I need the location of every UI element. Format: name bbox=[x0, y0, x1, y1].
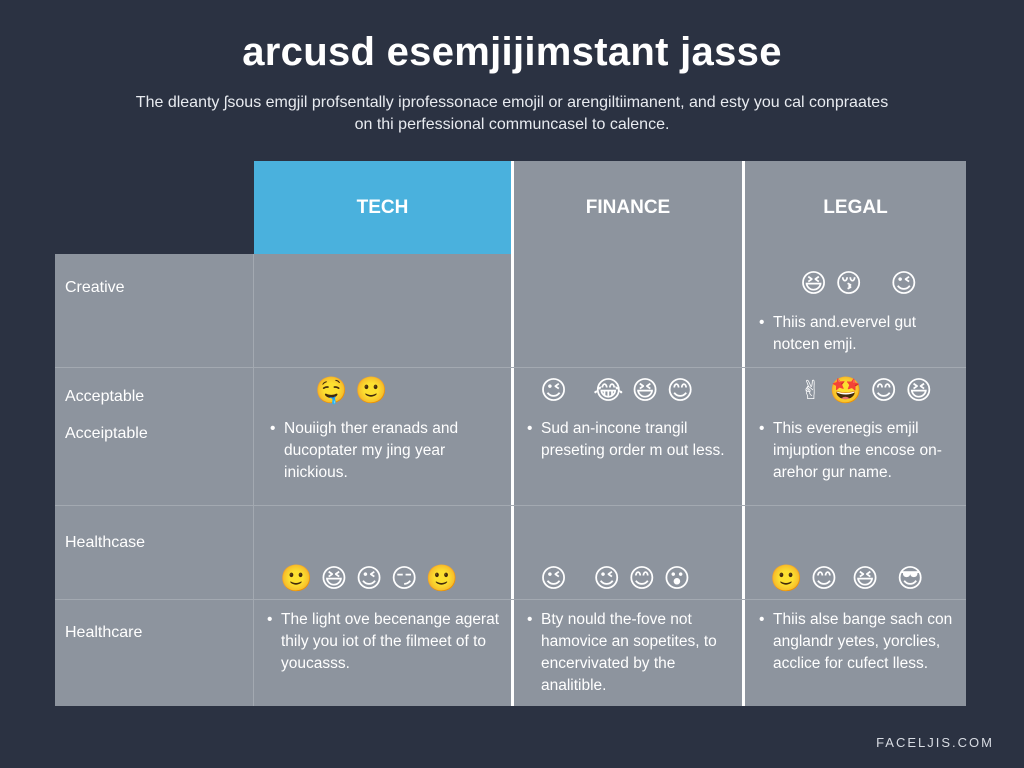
emoji-icon: 😆 bbox=[851, 564, 879, 594]
emoji-group: 🙂 😆 😉 😏 🙂 bbox=[280, 564, 458, 594]
cell-note: Thiis and.evervel gut notcen emji. bbox=[757, 312, 957, 356]
emoji-group: 🙂 😊 😆 😎 bbox=[770, 564, 924, 594]
cell-note: Sud an-incone trangil preseting order m … bbox=[525, 418, 737, 462]
emoji-icon: 😊 bbox=[870, 376, 898, 406]
row-divider bbox=[55, 599, 966, 600]
emoji-icon: 🤩 bbox=[829, 376, 863, 406]
emoji-group: 😉 😂 😆 😊 bbox=[540, 376, 694, 406]
row-divider bbox=[55, 367, 966, 368]
emoji-icon: 😎 bbox=[896, 564, 924, 594]
label-column-divider bbox=[253, 254, 254, 706]
emoji-icon: 😆 bbox=[631, 376, 659, 406]
column-divider bbox=[742, 161, 745, 706]
emoji-group: 😆 😚 😉 bbox=[800, 269, 917, 299]
emoji-group: ✌ 🤩 😊 😆 bbox=[800, 376, 932, 406]
page-subtitle: The dleanty ʃsous emgjil profsentally ip… bbox=[135, 94, 889, 133]
emoji-icon: 😉 bbox=[355, 564, 383, 594]
emoji-icon: 🤤 bbox=[315, 376, 348, 406]
emoji-icon: 😆 bbox=[320, 564, 348, 594]
row-label-acceptable-alt: Acceiptable bbox=[65, 425, 148, 442]
cell-note: The light ove becenange agerat thily you… bbox=[265, 609, 505, 675]
emoji-icon: 😊 bbox=[666, 376, 694, 406]
emoji-icon: 😊 bbox=[810, 564, 838, 594]
emoji-icon: 😂 bbox=[593, 376, 624, 406]
cell-note: Nouiigh ther eranads and ducoptater my j… bbox=[268, 418, 503, 484]
emoji-icon: 😉 bbox=[540, 564, 568, 594]
emoji-icon: 🙂 bbox=[770, 564, 803, 594]
emoji-icon: 😆 bbox=[800, 269, 828, 299]
row-label-acceptable: Acceptable bbox=[65, 388, 145, 405]
row-label-healthcase: Healthcase bbox=[65, 534, 146, 551]
row-label-healthcare: Healthcare bbox=[65, 624, 143, 641]
emoji-group: 🤤 🙂 bbox=[315, 376, 388, 406]
column-divider bbox=[511, 161, 514, 706]
emoji-icon: 😉 bbox=[890, 269, 918, 299]
emoji-icon: 🙂 bbox=[355, 376, 388, 406]
emoji-icon: 😚 bbox=[835, 269, 863, 299]
emoji-icon: 😮 bbox=[663, 564, 691, 594]
emoji-group: 😉 😉 😊 😮 bbox=[540, 564, 690, 594]
page-title: arcusd esemjijimstant jasse bbox=[242, 30, 782, 74]
cell-note: Bty nould the-fove not hamovice an sopet… bbox=[525, 609, 737, 697]
emoji-icon: 😏 bbox=[390, 564, 418, 594]
emoji-icon: 😉 bbox=[540, 376, 568, 406]
column-header-finance: FINANCE bbox=[514, 161, 742, 254]
cell-note: This everenegis emjil imjuption the enco… bbox=[757, 418, 962, 484]
cell-note: Thiis alse bange sach con anglandr yetes… bbox=[757, 609, 962, 675]
emoji-icon: 😊 bbox=[628, 564, 656, 594]
row-label-creative: Creative bbox=[65, 279, 125, 296]
row-divider bbox=[55, 505, 966, 506]
watermark: FACELJIS.COM bbox=[876, 735, 994, 750]
column-header-legal: LEGAL bbox=[745, 161, 966, 254]
emoji-icon: 😉 bbox=[593, 564, 621, 594]
column-header-tech: TECH bbox=[254, 161, 511, 254]
emoji-icon: 🙂 bbox=[280, 564, 313, 594]
emoji-icon: 😆 bbox=[905, 376, 933, 406]
emoji-icon: 🙂 bbox=[425, 564, 459, 594]
emoji-icon: ✌ bbox=[800, 376, 822, 406]
emoji-matrix-table: TECH FINANCE LEGAL Creative Acceptable A… bbox=[55, 161, 966, 706]
